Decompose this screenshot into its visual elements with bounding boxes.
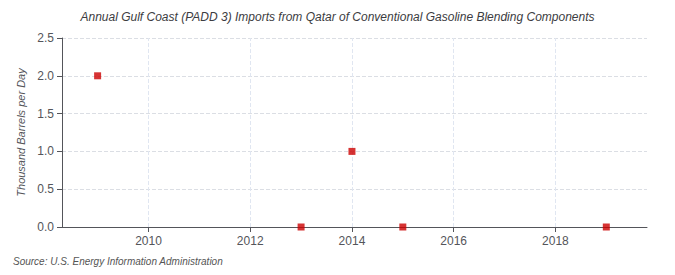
svg-text:Source: U.S. Energy Informatio: Source: U.S. Energy Information Administ… (13, 256, 223, 267)
svg-text:Annual Gulf Coast (PADD 3) Imp: Annual Gulf Coast (PADD 3) Imports from … (79, 10, 594, 24)
svg-text:2.5: 2.5 (37, 31, 54, 45)
svg-text:Thousand Barrels per Day: Thousand Barrels per Day (15, 67, 27, 197)
svg-text:2018: 2018 (542, 234, 569, 248)
svg-text:2.0: 2.0 (37, 69, 54, 83)
svg-text:2014: 2014 (339, 234, 366, 248)
svg-text:0.0: 0.0 (37, 220, 54, 234)
svg-text:2010: 2010 (135, 234, 162, 248)
svg-text:1.5: 1.5 (37, 107, 54, 121)
svg-text:2012: 2012 (237, 234, 264, 248)
svg-text:2016: 2016 (440, 234, 467, 248)
svg-text:1.0: 1.0 (37, 144, 54, 158)
svg-text:0.5: 0.5 (37, 182, 54, 196)
